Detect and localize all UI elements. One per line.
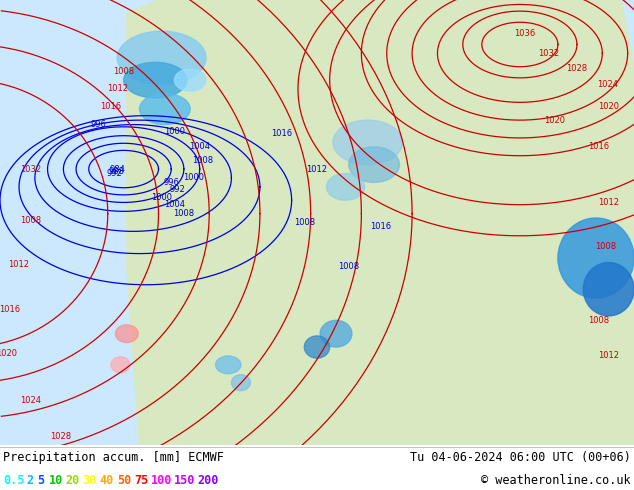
Polygon shape [127, 9, 171, 36]
Text: 1008: 1008 [113, 67, 134, 75]
Ellipse shape [124, 62, 187, 98]
Text: 1008: 1008 [192, 156, 214, 165]
Text: 992: 992 [170, 185, 185, 194]
Text: 1008: 1008 [294, 218, 315, 227]
Text: 1012: 1012 [8, 260, 30, 269]
Text: 75: 75 [134, 473, 148, 487]
Text: 1012: 1012 [107, 84, 128, 94]
Text: 1024: 1024 [20, 396, 41, 405]
Text: 1032: 1032 [20, 165, 41, 173]
Ellipse shape [320, 320, 352, 347]
Ellipse shape [117, 31, 206, 85]
Text: 1012: 1012 [306, 165, 328, 173]
Text: 30: 30 [82, 473, 97, 487]
Text: 984: 984 [109, 165, 126, 173]
Text: 1020: 1020 [544, 116, 566, 124]
Text: 992: 992 [107, 169, 122, 178]
Text: 1000: 1000 [164, 127, 185, 136]
Text: 1000: 1000 [151, 194, 172, 202]
Text: 20: 20 [66, 473, 80, 487]
Text: 1036: 1036 [514, 29, 536, 38]
Text: Precipitation accum. [mm] ECMWF: Precipitation accum. [mm] ECMWF [3, 451, 224, 464]
Text: 1016: 1016 [100, 102, 122, 111]
Text: 996: 996 [90, 120, 107, 129]
Ellipse shape [558, 218, 634, 298]
Text: 5: 5 [37, 473, 44, 487]
Text: 100: 100 [151, 473, 172, 487]
Text: 1016: 1016 [370, 222, 391, 231]
Text: 40: 40 [100, 473, 114, 487]
Text: Tu 04-06-2024 06:00 UTC (00+06): Tu 04-06-2024 06:00 UTC (00+06) [410, 451, 631, 464]
Text: 996: 996 [163, 178, 179, 187]
Text: 1028: 1028 [49, 432, 71, 441]
Text: 1012: 1012 [598, 351, 619, 361]
Text: 150: 150 [174, 473, 196, 487]
Ellipse shape [111, 357, 130, 373]
Text: 1012: 1012 [598, 198, 619, 207]
Text: 1020: 1020 [598, 102, 619, 111]
Text: 1028: 1028 [566, 65, 588, 74]
Text: 1016: 1016 [0, 305, 20, 314]
Ellipse shape [327, 173, 365, 200]
Text: 1032: 1032 [538, 49, 559, 58]
Ellipse shape [583, 263, 634, 316]
Ellipse shape [139, 94, 190, 124]
Text: 1008: 1008 [173, 209, 195, 218]
Text: 1024: 1024 [597, 80, 618, 89]
Text: 1008: 1008 [595, 243, 616, 251]
Text: 988: 988 [108, 167, 124, 176]
Text: © weatheronline.co.uk: © weatheronline.co.uk [481, 473, 631, 487]
Text: 1008: 1008 [338, 263, 359, 271]
Text: 0.5: 0.5 [3, 473, 25, 487]
Text: 1016: 1016 [271, 129, 293, 138]
Text: 1000: 1000 [183, 173, 204, 182]
Ellipse shape [304, 336, 330, 358]
Ellipse shape [174, 69, 206, 91]
Text: 2: 2 [26, 473, 34, 487]
Ellipse shape [216, 356, 241, 374]
Text: 50: 50 [117, 473, 131, 487]
Ellipse shape [115, 325, 138, 343]
Text: 1016: 1016 [588, 142, 610, 151]
Ellipse shape [231, 375, 250, 391]
Text: 10: 10 [48, 473, 63, 487]
Ellipse shape [333, 120, 403, 165]
Text: 1020: 1020 [0, 349, 17, 358]
Text: 1008: 1008 [588, 316, 610, 325]
Text: 1004: 1004 [189, 142, 210, 151]
Text: 1008: 1008 [20, 216, 41, 225]
Ellipse shape [349, 147, 399, 182]
Polygon shape [127, 0, 634, 445]
Text: 200: 200 [197, 473, 219, 487]
Text: 1004: 1004 [164, 200, 185, 209]
